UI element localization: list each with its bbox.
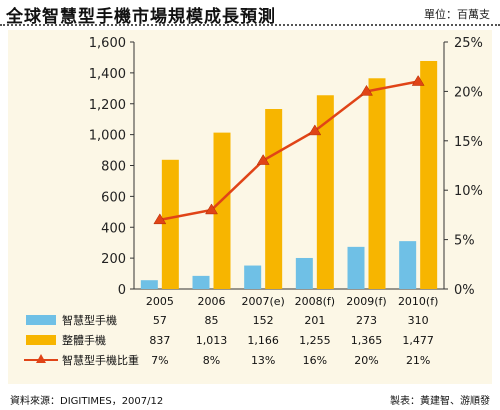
- legend-marker-ratio: [36, 354, 46, 363]
- x-tick-label: 2007(e): [241, 295, 284, 308]
- unit-label: 單位：百萬支: [424, 8, 490, 21]
- y-tick-label: 400: [101, 221, 126, 236]
- y2-tick-label: 15%: [454, 135, 483, 150]
- ratio-marker: [308, 124, 322, 136]
- data-label: 1,013: [196, 334, 228, 347]
- ratio-marker: [153, 213, 167, 225]
- y-tick-label: 1,000: [89, 129, 126, 144]
- chart-svg: 0 200 400 600 800 1,000 1,200 1,400 1,600 0% 5% 10%…: [24, 36, 483, 367]
- data-label: 837: [149, 334, 170, 347]
- data-label: 20%: [354, 354, 378, 367]
- data-label: 7%: [151, 354, 168, 367]
- data-label: 201: [304, 314, 325, 327]
- y-tick-label: 200: [101, 252, 126, 267]
- x-tick-label: 2009(f): [346, 295, 386, 308]
- bar-smartphone: [192, 275, 210, 289]
- legend-label: 智慧型手機: [62, 313, 117, 327]
- source-note: 資料來源：DIGITIMES，2007/12: [10, 396, 164, 407]
- bar-total: [265, 108, 283, 289]
- bar-smartphone: [347, 246, 365, 289]
- data-label: 1,477: [402, 334, 434, 347]
- y-tick-label: 1,600: [89, 36, 126, 51]
- data-label: 1,365: [351, 334, 383, 347]
- y2-tick-label: 20%: [454, 85, 483, 100]
- data-label: 13%: [251, 354, 275, 367]
- data-label: 21%: [406, 354, 430, 367]
- y2-tick-label: 0%: [454, 283, 475, 298]
- y-tick-label: 1,400: [89, 67, 126, 82]
- legend-label: 整體手機: [62, 333, 106, 347]
- ratio-line: [159, 80, 419, 222]
- ratio-marker: [205, 203, 218, 215]
- ratio-marker: [256, 154, 270, 165]
- ratio-marker: [360, 84, 373, 96]
- data-label: 85: [205, 314, 219, 327]
- x-tick-label: 2005: [146, 295, 174, 308]
- data-label: 152: [253, 314, 274, 327]
- chart-title: 全球智慧型手機市場規模成長預測: [6, 7, 276, 27]
- x-tick-label: 2008(f): [295, 295, 335, 308]
- bar-smartphone: [399, 241, 417, 289]
- ratio-marker: [411, 75, 425, 86]
- x-tick-label: 2010(f): [398, 295, 438, 308]
- data-label: 310: [408, 314, 429, 327]
- bar-total: [316, 95, 334, 290]
- data-label: 273: [356, 314, 377, 327]
- bar-total: [213, 132, 231, 289]
- y2-tick-label: 5%: [454, 234, 475, 249]
- y-tick-label: 600: [101, 190, 126, 205]
- legend-swatch-total: [26, 335, 56, 345]
- bar-smartphone: [295, 257, 313, 289]
- data-label: 1,166: [247, 334, 279, 347]
- chart-panel: 0 200 400 600 800 1,000 1,200 1,400 1,600 0% 5% 10%…: [8, 30, 492, 384]
- data-label: 57: [153, 314, 167, 327]
- data-label: 8%: [203, 354, 220, 367]
- x-tick-label: 2006: [198, 295, 226, 308]
- bar-total: [161, 159, 179, 289]
- y-tick-label: 0: [118, 283, 126, 298]
- y2-tick-label: 25%: [454, 36, 483, 51]
- credit-note: 製表：黃建智、游順發: [390, 396, 490, 407]
- y2-tick-label: 10%: [454, 184, 483, 199]
- data-label: 16%: [303, 354, 327, 367]
- bar-smartphone: [244, 265, 262, 289]
- data-label: 1,255: [299, 334, 331, 347]
- legend-swatch-smartphone: [26, 315, 56, 325]
- y-tick-label: 800: [101, 160, 126, 175]
- bar-smartphone: [140, 280, 158, 289]
- bar-total: [420, 60, 438, 289]
- title-divider: [0, 24, 500, 26]
- y-tick-label: 1,200: [89, 98, 126, 113]
- legend-label: 智慧型手機比重: [62, 353, 139, 367]
- bar-total: [368, 78, 386, 289]
